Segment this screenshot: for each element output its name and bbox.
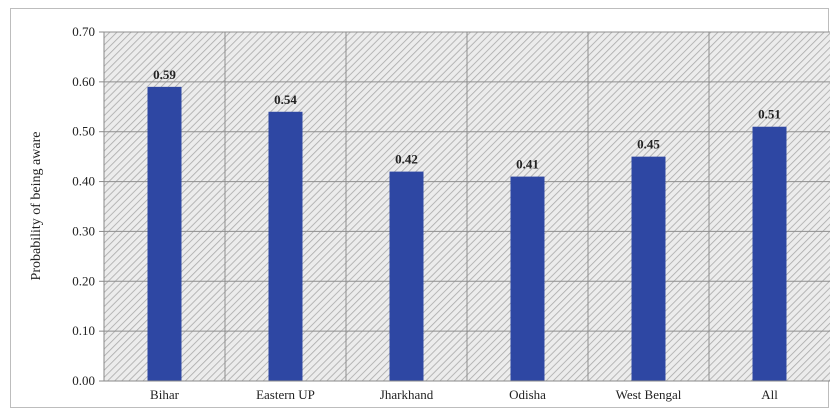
- bar-value-label: 0.42: [395, 152, 418, 167]
- y-tick-label: 0.60: [72, 74, 95, 89]
- data-labels: 0.59 0.54 0.42 0.41 0.45 0.51: [153, 67, 781, 172]
- bars: [147, 86, 787, 382]
- bar: [752, 126, 787, 381]
- bar-value-label: 0.45: [637, 137, 660, 152]
- x-tick-label: West Bengal: [616, 387, 682, 402]
- y-tick-label: 0.10: [72, 323, 95, 338]
- bar: [510, 176, 545, 381]
- y-tick-label: 0.20: [72, 273, 95, 288]
- x-tick-label: Jharkhand: [380, 387, 434, 402]
- y-tick-label: 0.30: [72, 223, 95, 238]
- bar: [268, 111, 303, 382]
- bar: [389, 171, 424, 381]
- y-axis-title: Probability of being aware: [29, 132, 44, 281]
- bar: [631, 156, 666, 381]
- x-tick-label: All: [761, 387, 778, 402]
- bar-value-label: 0.41: [516, 157, 539, 172]
- x-tick-label: Bihar: [150, 387, 180, 402]
- x-tick-label: Odisha: [509, 387, 546, 402]
- y-tick-label: 0.40: [72, 174, 95, 189]
- x-tick-label: Eastern UP: [256, 387, 315, 402]
- y-tick-label: 0.00: [72, 373, 95, 388]
- bar-value-label: 0.59: [153, 67, 176, 82]
- y-axis-ticks: 0.00 0.10 0.20 0.30 0.40 0.50 0.60 0.70: [72, 24, 104, 388]
- y-tick-label: 0.70: [72, 24, 95, 39]
- y-tick-label: 0.50: [72, 124, 95, 139]
- bar-value-label: 0.51: [758, 107, 781, 122]
- gridlines: [104, 31, 830, 381]
- bar: [147, 86, 182, 381]
- x-axis-ticks: Bihar Eastern UP Jharkhand Odisha West Benga…: [150, 387, 778, 402]
- bar-value-label: 0.54: [274, 92, 297, 107]
